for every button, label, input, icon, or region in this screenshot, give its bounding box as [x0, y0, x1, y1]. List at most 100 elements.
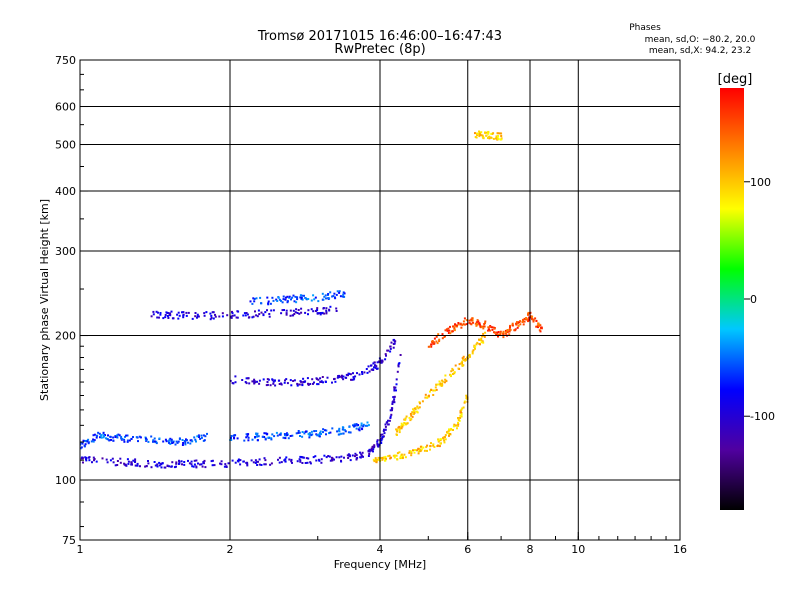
data-point: [468, 321, 471, 324]
data-point: [417, 452, 420, 455]
data-point: [522, 320, 525, 323]
data-point: [336, 290, 339, 293]
data-point: [410, 450, 413, 453]
data-point: [92, 456, 95, 459]
data-point: [163, 466, 166, 469]
data-point: [110, 438, 112, 441]
data-point: [474, 345, 477, 348]
data-point: [459, 409, 462, 412]
data-point: [156, 316, 159, 319]
data-point: [343, 292, 346, 295]
data-point: [319, 380, 322, 383]
data-point: [475, 132, 478, 135]
data-point: [302, 377, 305, 380]
data-point: [418, 406, 421, 409]
data-point: [392, 346, 395, 349]
data-point: [175, 462, 178, 465]
data-point: [391, 403, 394, 405]
data-point: [318, 312, 321, 315]
data-point: [286, 295, 289, 298]
data-point: [278, 383, 281, 385]
data-point: [249, 300, 252, 303]
data-point: [485, 134, 488, 137]
data-point: [299, 460, 302, 463]
data-point: [459, 416, 462, 419]
data-point: [177, 311, 180, 314]
data-point: [430, 343, 433, 346]
data-point: [278, 461, 281, 464]
data-point: [447, 332, 450, 334]
data-point: [289, 435, 292, 437]
data-point: [349, 455, 351, 458]
data-point: [452, 429, 454, 431]
data-point: [364, 424, 367, 427]
data-point: [153, 461, 156, 463]
data-point: [254, 310, 256, 313]
data-point: [310, 299, 313, 302]
data-point: [400, 427, 403, 430]
data-point: [435, 388, 438, 391]
data-point: [85, 456, 88, 459]
data-point: [336, 430, 339, 433]
data-point: [123, 440, 126, 443]
data-point: [169, 314, 172, 317]
data-point: [460, 361, 463, 364]
data-point: [440, 438, 443, 441]
data-point: [93, 433, 96, 436]
data-point: [429, 448, 431, 451]
data-point: [311, 378, 314, 381]
data-point: [194, 438, 197, 441]
data-point: [379, 433, 382, 436]
data-point: [296, 312, 299, 314]
data-point: [384, 358, 387, 361]
stats-header: Phases: [629, 23, 661, 33]
data-point: [438, 340, 441, 343]
data-point: [381, 458, 384, 461]
data-point: [212, 317, 215, 320]
data-point: [268, 313, 271, 315]
data-point: [460, 408, 463, 411]
data-point: [293, 313, 296, 315]
data-point: [417, 450, 420, 453]
data-point: [92, 440, 95, 443]
data-point: [320, 461, 323, 464]
data-point: [410, 418, 413, 421]
data-point: [538, 329, 541, 332]
data-point: [452, 373, 454, 375]
data-point: [325, 309, 328, 312]
data-point: [260, 464, 263, 466]
data-point: [290, 384, 293, 387]
data-point: [126, 434, 129, 437]
data-point: [349, 373, 352, 376]
data-point: [329, 305, 332, 308]
data-point: [200, 434, 203, 437]
data-point: [329, 291, 332, 294]
data-point: [296, 460, 299, 463]
data-point: [426, 449, 428, 452]
data-point: [158, 464, 161, 467]
data-point: [468, 319, 471, 322]
data-point: [299, 455, 302, 458]
data-point: [410, 452, 413, 455]
data-point: [285, 378, 288, 381]
data-point: [422, 446, 425, 449]
data-point: [242, 460, 245, 463]
data-point: [482, 136, 485, 139]
data-point: [344, 430, 347, 433]
data-point: [210, 460, 213, 463]
data-point: [226, 314, 229, 317]
data-point: [497, 132, 500, 135]
data-point: [398, 362, 401, 365]
data-point: [515, 322, 517, 325]
data-point: [425, 396, 428, 399]
data-point: [264, 311, 267, 314]
data-point: [362, 423, 365, 426]
data-point: [380, 457, 383, 459]
data-point: [231, 312, 234, 315]
data-point: [106, 438, 109, 441]
data-point: [161, 462, 164, 465]
data-point: [393, 398, 396, 401]
data-point: [382, 456, 385, 459]
data-point: [307, 309, 310, 312]
data-point: [441, 333, 444, 336]
